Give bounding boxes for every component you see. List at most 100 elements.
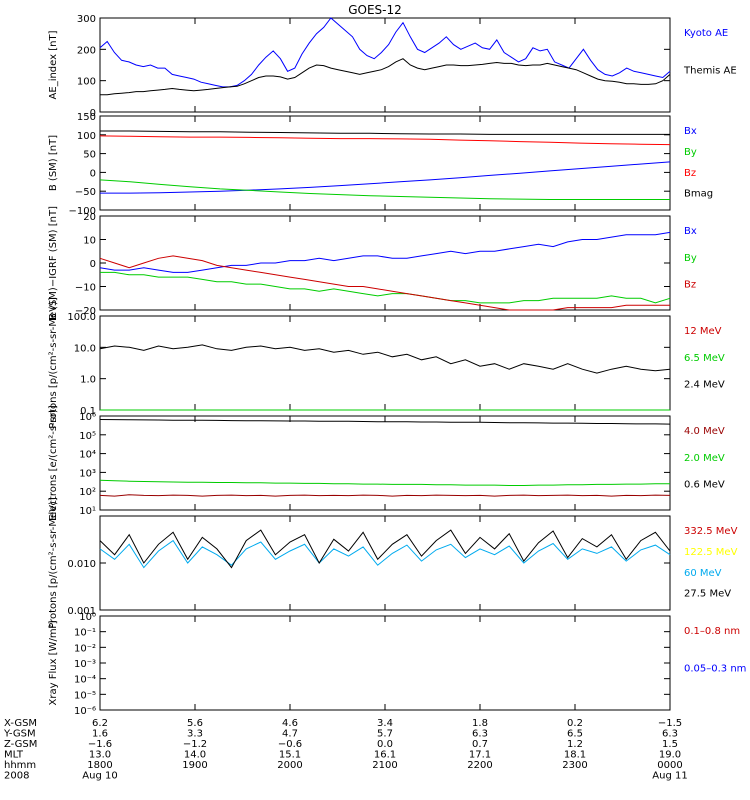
footer-cell: 0.2 [567,718,583,729]
footer-cell: 2100 [372,760,397,771]
footer-cell: 0.0 [377,739,393,750]
y-tick-label: 10⁻⁵ [74,690,96,701]
legend-entry: By [684,147,697,158]
y-axis-label: Electrons [e/(cm²-s-sr)] [48,405,59,521]
legend-entry: 0.1–0.8 nm [684,626,740,637]
y-tick-label: −20 [75,306,96,317]
y-tick-label: 10⁻⁶ [74,706,96,717]
panel-4: 0.1 1.0 10.0 100.0 Protons [p/(cm²-s-sr-MeV)… [48,297,725,429]
series-line-3-2 [100,271,671,304]
footer-cell: −1.2 [183,739,207,750]
footer-cell: 0.7 [472,739,488,750]
footer-cell: 5.6 [187,718,203,729]
legend-entry: 2.4 MeV [684,380,725,391]
y-tick-label: 100 [77,131,96,142]
series-line-3-1 [99,231,671,273]
panel-frame [99,315,671,411]
panel-frame [99,17,671,113]
y-tick-label: 10⁴ [79,450,96,461]
panel-frame [99,515,671,611]
y-tick-label: 50 [83,150,96,161]
footer-cell: 4.6 [282,718,298,729]
footer-cell: −0.6 [278,739,302,750]
footer-cell: 18.1 [564,750,586,761]
footer-row-label: 2008 [4,771,29,782]
footer-row-label: MLT [4,750,24,761]
series-line-4-3 [99,344,671,374]
legend-entry: 6.5 MeV [684,353,725,364]
legend-entry: Themis AE [683,66,737,77]
y-tick-label: 10⁰ [79,612,96,623]
footer-cell: 14.0 [184,750,206,761]
legend-entry: 2.0 MeV [684,453,725,464]
panel-frame [99,215,671,311]
footer-cell: 2200 [467,760,492,771]
y-axis-label: AE_index [nT] [48,30,59,99]
legend-entry: 27.5 MeV [684,589,731,600]
footer-cell: 13.0 [89,750,111,761]
footer-cell: 1900 [182,760,207,771]
legend-entry: Bz [684,168,696,179]
y-axis-label: Xray Flux [W/m²] [48,620,59,705]
y-tick-label: 10⁵ [79,431,96,442]
y-tick-label: 10⁻⁴ [74,675,96,686]
y-axis-label: B (SM)−IGRF (SM) [nT] [48,206,59,320]
series-line-6-3 [99,539,671,569]
y-tick-label: 0 [90,108,96,119]
y-tick-label: 100.0 [67,312,96,323]
y-tick-label: 10 [83,236,96,247]
y-tick-label: 0.001 [67,606,96,617]
legend-entry: 332.5 MeV [684,526,738,537]
y-tick-label: −100 [69,206,96,217]
y-tick-label: 1.0 [80,375,96,386]
legend-entry: Bmag [684,189,713,200]
legend-entry: 0.05–0.3 nm [684,664,746,675]
y-tick-label: 0.1 [80,406,96,417]
y-tick-label: −50 [75,187,96,198]
footer-cell: 1.5 [662,739,678,750]
footer-cell: 6.2 [92,718,108,729]
y-tick-label: 10⁻¹ [74,628,96,639]
y-axis-label: Protons [p/(cm²-s-sr-MeV)] [48,297,59,429]
y-tick-label: 0 [90,259,96,270]
y-tick-label: 0.010 [67,559,96,570]
footer-cell: 1.6 [92,729,108,740]
series-line-1-1 [99,17,671,88]
legend-entry: Bx [684,226,697,237]
panel-1: 0 100 200 300 AE_index [nT] Kyoto AE Themis AE [48,14,737,119]
y-tick-label: 200 [77,45,96,56]
footer-cell: 6.3 [662,729,678,740]
footer-cell: 1.2 [567,739,583,750]
footer-row-label: Z-GSM [4,739,37,750]
legend-entry: 122.5 MeV [684,547,738,558]
legend-entry: By [684,253,697,264]
footer-cell: Aug 10 [82,771,117,782]
footer-cell: 1.8 [472,718,488,729]
panel-2: −100 −50 0 50 100 150 B (SM) [nT] Bx By Bz Bmag [48,112,713,217]
panel-5: 10¹ 10² 10³ 10⁴ 10⁵ 10⁶ Electrons [e/(cm²-s-sr… [48,405,725,521]
y-tick-label: 0 [90,168,96,179]
legend-entry: 12 MeV [684,326,722,337]
footer-cell: 17.1 [469,750,491,761]
y-tick-label: 150 [77,112,96,123]
legend-entry: 60 MeV [684,568,722,579]
footer-cell: Aug 11 [652,771,687,782]
series-line-2-4 [100,130,670,135]
series-line-5-3 [99,419,671,425]
legend-entry: 0.6 MeV [684,480,725,491]
footer-cell: 6.5 [567,729,583,740]
legend-entry: Bz [684,280,696,291]
footer-cell: 19.0 [659,750,681,761]
series-line-6-4 [99,529,671,569]
series-line-5-2 [99,479,670,486]
y-tick-label: 10⁻² [74,643,96,654]
y-tick-label: 10³ [79,468,96,479]
y-tick-label: 10¹ [79,506,96,517]
footer-cell: 6.3 [472,729,488,740]
footer-cell: 3.4 [377,718,393,729]
legend-entry: 4.0 MeV [684,426,725,437]
